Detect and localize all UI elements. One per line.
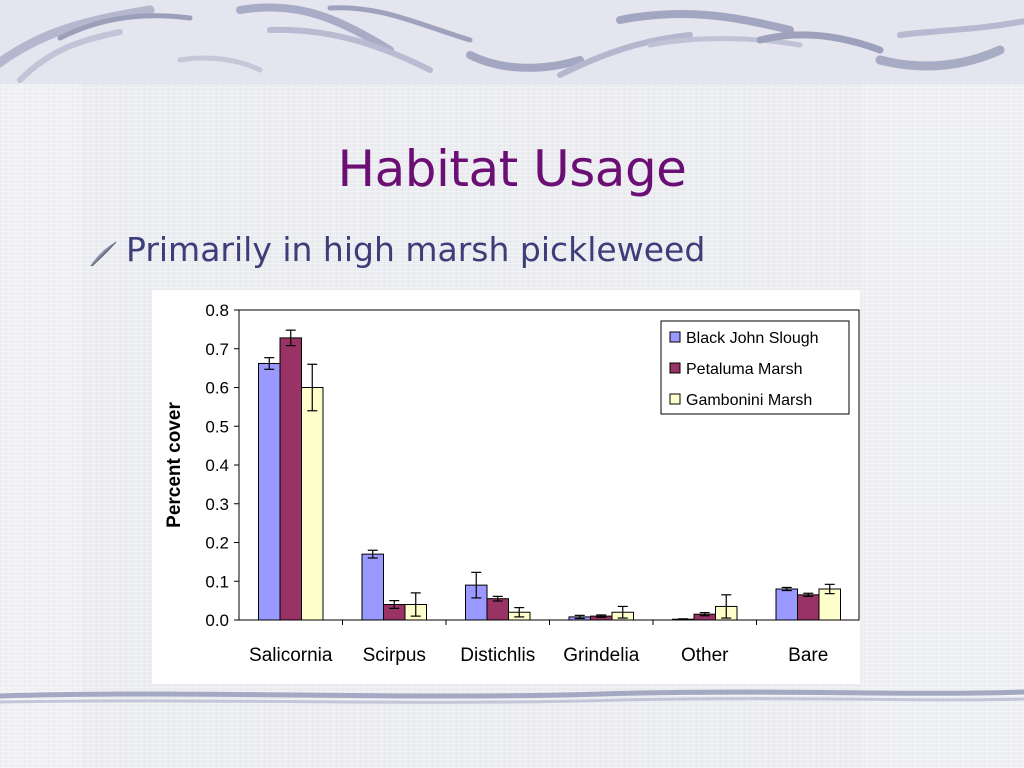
right-panel-texture (862, 84, 1024, 768)
y-tick-label: 0.4 (205, 456, 229, 475)
bar (797, 594, 820, 621)
y-tick-label: 0.7 (205, 340, 229, 359)
x-tick-label: Scirpus (363, 645, 426, 666)
legend-swatch (669, 331, 681, 343)
legend-label: Petaluma Marsh (686, 361, 803, 378)
bar (775, 588, 798, 621)
x-tick-label: Grindelia (563, 645, 639, 666)
bar (486, 598, 509, 621)
left-panel-texture (0, 84, 82, 768)
legend-label: Black John Slough (686, 330, 819, 347)
bar (361, 553, 384, 621)
bar (301, 387, 324, 621)
bar (258, 362, 281, 621)
bullet-text: Primarily in high marsh pickleweed (126, 230, 706, 269)
x-tick-label: Salicornia (249, 645, 333, 666)
bar-chart: 0.0 0.1 0.2 0.3 0.4 0.5 0.6 0.7 0.8 Percent cover… (164, 301, 860, 666)
bar (279, 337, 302, 621)
feather-quill-icon (86, 240, 118, 268)
y-axis-title: Percent cover (164, 402, 185, 528)
y-tick-label: 0.3 (205, 495, 229, 514)
y-tick-label: 0.1 (205, 572, 229, 591)
footer-decoration (0, 684, 1024, 714)
x-tick-label: Distichlis (460, 645, 535, 666)
x-tick-label: Other (681, 645, 729, 666)
legend-swatch (669, 362, 681, 374)
y-tick-label: 0.5 (205, 417, 229, 436)
swirl-line-bottom (0, 689, 1024, 704)
header-decoration (0, 0, 1024, 84)
page-title: Habitat Usage (337, 140, 687, 198)
legend-swatch (669, 393, 681, 405)
chart-panel: 0.0 0.1 0.2 0.3 0.4 0.5 0.6 0.7 0.8 Percent cover… (152, 290, 860, 684)
swirl-pattern-top (0, 3, 1024, 83)
y-tick-label: 0.2 (205, 534, 229, 553)
legend (660, 320, 850, 415)
y-tick-label: 0.8 (205, 301, 229, 320)
legend-label: Gambonini Marsh (686, 392, 812, 409)
x-tick-label: Bare (788, 645, 828, 666)
y-tick-label: 0.6 (205, 379, 229, 398)
y-tick-label: 0.0 (205, 611, 229, 630)
